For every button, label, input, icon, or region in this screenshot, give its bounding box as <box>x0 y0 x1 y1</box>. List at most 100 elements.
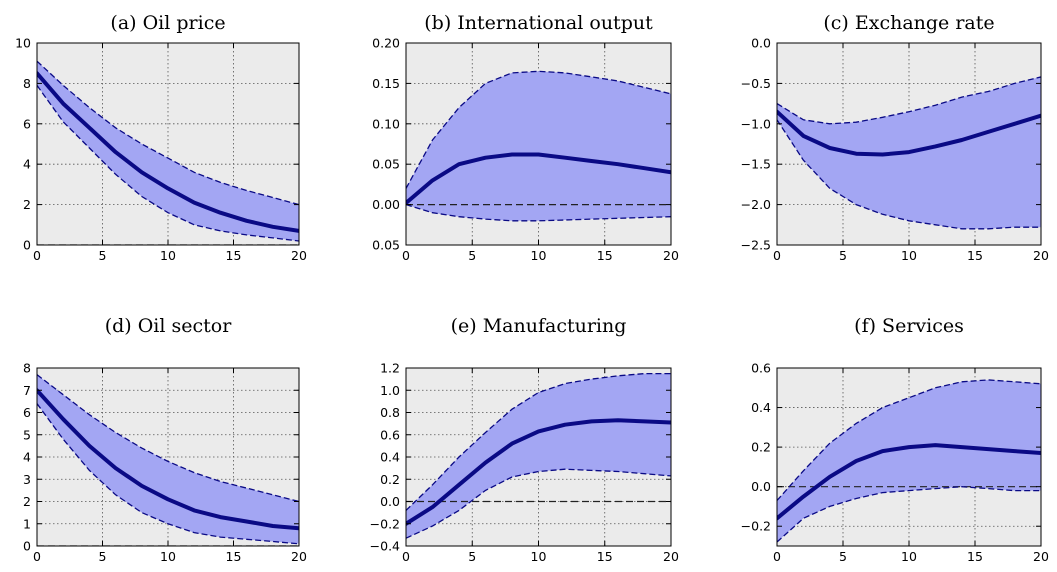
panel-title: (b) International output <box>424 12 653 34</box>
y-tick-label: −2.0 <box>741 197 771 212</box>
panel-title: (f) Services <box>854 315 964 337</box>
y-tick-label: −0.4 <box>370 539 400 554</box>
x-tick-label: 15 <box>597 248 613 263</box>
panel-e: (e) Manufacturing 0 5 10 15 20 −0.4 −0.2 0.0 0.2 0… <box>370 315 679 564</box>
y-tick-label: 0.00 <box>372 197 400 212</box>
credible-band <box>37 374 299 544</box>
y-tick-label: −1.0 <box>741 116 771 131</box>
x-tick-label: 10 <box>901 549 917 564</box>
x-tick-label: 10 <box>160 248 176 263</box>
x-tick-label: 10 <box>531 549 547 564</box>
panel-title: (c) Exchange rate <box>823 12 994 34</box>
y-tick-label: −2.5 <box>741 238 771 253</box>
lower-bound-line <box>37 403 299 545</box>
y-tick-label: 0.10 <box>372 116 400 131</box>
x-tick-label: 15 <box>967 248 983 263</box>
y-tick-label: 0.4 <box>380 450 400 465</box>
panel-title: (a) Oil price <box>110 12 225 34</box>
y-tick-label: 4 <box>23 450 31 465</box>
credible-band <box>406 373 671 539</box>
panel-a: (a) Oil price 0 5 10 15 20 0 2 4 6 8 10 <box>15 12 307 263</box>
x-tick-label: 5 <box>839 248 847 263</box>
median-response-line <box>406 418 671 526</box>
x-tick-label: 0 <box>402 248 410 263</box>
upper-bound-line <box>777 379 1041 501</box>
lower-bound-line <box>777 119 1041 230</box>
y-tick-label: 0.6 <box>380 427 400 442</box>
y-tick-label: 0.2 <box>751 440 771 455</box>
y-tick-label: 2 <box>23 197 31 212</box>
y-tick-label: 6 <box>23 405 31 420</box>
panel-title: (e) Manufacturing <box>451 315 627 337</box>
x-tick-label: 0 <box>33 549 41 564</box>
credible-band <box>406 71 671 221</box>
panel-title: (d) Oil sector <box>105 315 233 337</box>
x-tick-label: 10 <box>901 248 917 263</box>
x-tick-label: 5 <box>839 549 847 564</box>
y-tick-label: −0.2 <box>741 519 771 534</box>
y-tick-label: 1.0 <box>380 383 400 398</box>
y-tick-label: 0.0 <box>380 494 400 509</box>
x-tick-label: 15 <box>226 248 242 263</box>
panel-b: (b) International output 0 5 10 15 20 0.05 0.00… <box>372 12 679 263</box>
x-tick-label: 20 <box>1033 549 1049 564</box>
y-tick-label: 0.8 <box>380 405 400 420</box>
x-tick-label: 0 <box>402 549 410 564</box>
x-tick-label: 20 <box>663 549 679 564</box>
median-response-line <box>406 152 671 205</box>
y-tick-label: 0.4 <box>751 400 771 415</box>
y-tick-label: 2 <box>23 494 31 509</box>
y-tick-label: −1.5 <box>741 157 771 172</box>
x-tick-label: 10 <box>531 248 547 263</box>
x-tick-label: 5 <box>99 549 107 564</box>
x-tick-label: 20 <box>291 549 307 564</box>
y-tick-label: 3 <box>23 472 31 487</box>
median-response-line <box>37 71 299 233</box>
upper-bound-line <box>406 70 671 189</box>
y-tick-label: 0.6 <box>751 361 771 376</box>
x-tick-label: 20 <box>1033 248 1049 263</box>
y-tick-label: 0.0 <box>751 36 771 51</box>
y-tick-label: 0 <box>23 539 31 554</box>
y-tick-label: 1.2 <box>380 361 400 376</box>
y-tick-label: 0.2 <box>380 472 400 487</box>
x-tick-label: 15 <box>226 549 242 564</box>
upper-bound-line <box>37 60 299 206</box>
x-tick-label: 0 <box>773 549 781 564</box>
x-tick-label: 15 <box>967 549 983 564</box>
y-tick-label: 0.05 <box>372 238 400 253</box>
median-response-line <box>777 109 1041 157</box>
panel-d: (d) Oil sector 0 5 10 15 20 0 1 2 3 4 5 6 7 8 <box>23 315 307 564</box>
median-response-line <box>37 388 299 531</box>
lower-bound-line <box>777 486 1041 543</box>
y-tick-label: 0.20 <box>372 36 400 51</box>
x-tick-label: 5 <box>468 248 476 263</box>
y-tick-label: 0 <box>23 238 31 253</box>
y-tick-label: 7 <box>23 383 31 398</box>
x-tick-label: 5 <box>99 248 107 263</box>
y-tick-label: 1 <box>23 516 31 531</box>
y-tick-label: 8 <box>23 76 31 91</box>
y-tick-label: 4 <box>23 157 31 172</box>
x-tick-label: 20 <box>663 248 679 263</box>
x-tick-label: 15 <box>597 549 613 564</box>
x-tick-label: 10 <box>160 549 176 564</box>
median-response-line <box>777 443 1041 521</box>
y-tick-label: 0.15 <box>372 76 400 91</box>
y-tick-label: 6 <box>23 116 31 131</box>
lower-bound-line <box>406 468 671 539</box>
y-tick-label: 0.0 <box>751 479 771 494</box>
x-tick-label: 0 <box>773 248 781 263</box>
lower-bound-line <box>406 203 671 222</box>
x-tick-label: 20 <box>291 248 307 263</box>
panel-c: (c) Exchange rate 0 5 10 15 20 −2.5 −2.0 −1.5 −1.… <box>741 12 1049 263</box>
credible-band <box>37 61 299 242</box>
y-tick-label: 0.05 <box>372 157 400 172</box>
y-tick-label: −0.5 <box>741 76 771 91</box>
credible-band <box>777 379 1041 542</box>
y-tick-label: 10 <box>15 36 31 51</box>
upper-bound-line <box>37 374 299 503</box>
y-tick-label: 5 <box>23 427 31 442</box>
upper-bound-line <box>777 76 1041 125</box>
